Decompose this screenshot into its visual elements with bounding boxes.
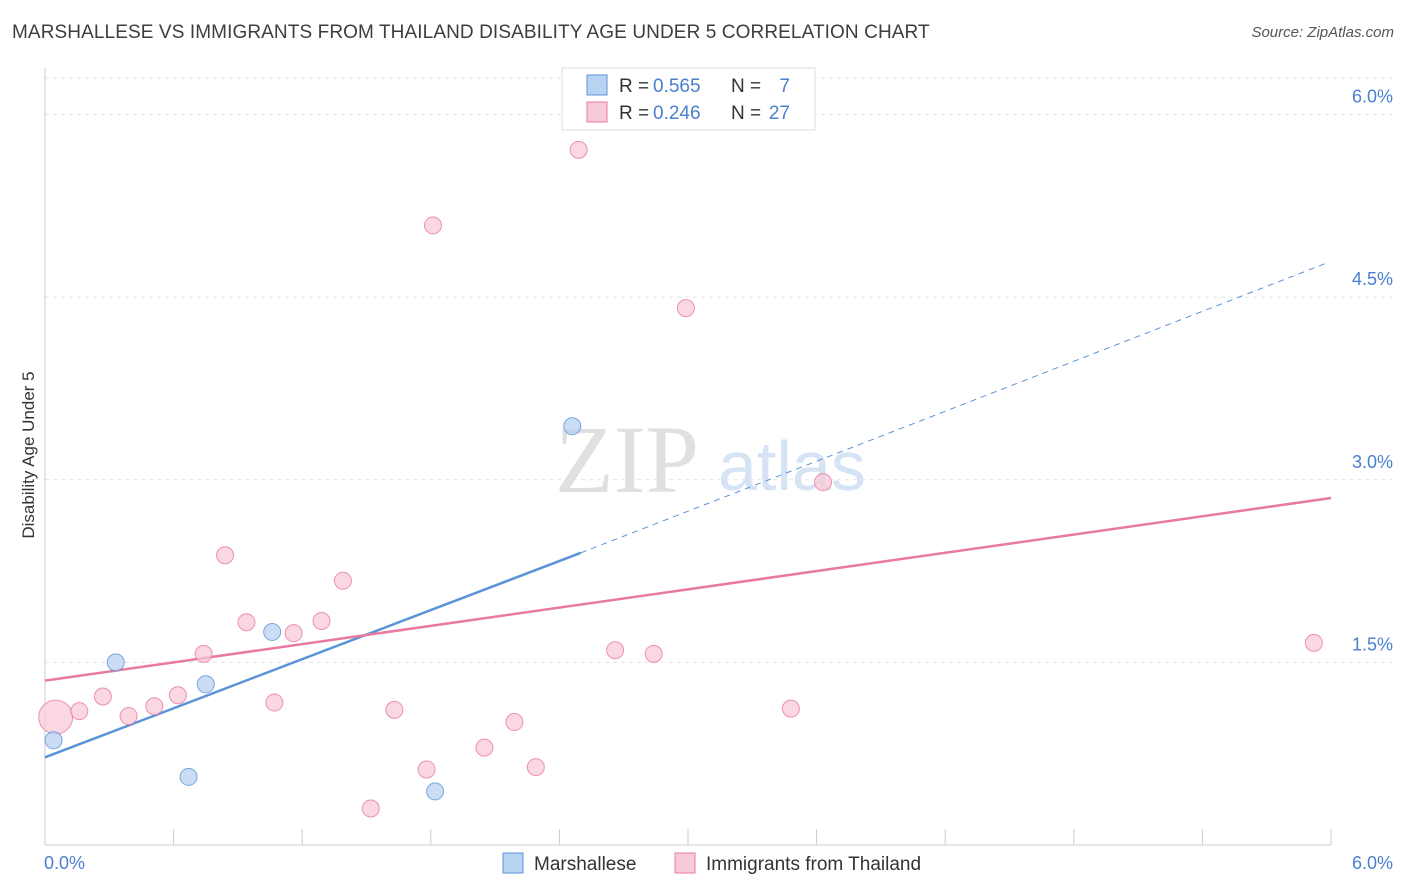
point-series-1-5	[168, 686, 187, 705]
point-series-1-6	[194, 644, 213, 663]
x-tick-label-min: 0.0%	[44, 853, 85, 873]
chart-title: MARSHALLESE VS IMMIGRANTS FROM THAILAND …	[12, 22, 930, 43]
point-series-1-25	[814, 473, 833, 492]
point-series-1-0	[38, 699, 74, 735]
watermark-atlas: atlas	[718, 427, 866, 505]
point-series-1-2	[93, 687, 112, 706]
trend-line-series-1	[44, 496, 1332, 682]
legend-swatch-marshallese	[586, 74, 608, 96]
point-series-0-3	[196, 675, 215, 694]
chart-source: Source: ZipAtlas.com	[1251, 24, 1394, 41]
point-series-1-24	[781, 699, 800, 718]
x-tick-label-max: 6.0%	[1352, 853, 1393, 873]
point-series-1-20	[569, 140, 588, 159]
point-series-1-15	[417, 760, 436, 779]
point-series-1-18	[505, 713, 524, 732]
series-legend-label-thailand: Immigrants from Thailand	[706, 854, 921, 875]
point-series-0-2	[179, 767, 198, 786]
point-series-1-22	[644, 644, 663, 663]
point-series-1-9	[265, 693, 284, 712]
data-points	[38, 140, 1323, 818]
y-tick-label-3: 6.0%	[1352, 87, 1393, 107]
legend-r-value-1: 0.565	[653, 76, 701, 97]
legend-n-value-2: 27	[769, 103, 790, 124]
point-series-1-26	[1304, 633, 1323, 652]
point-series-1-8	[237, 613, 256, 632]
series-legend-swatch-thailand	[674, 852, 696, 874]
point-series-1-12	[333, 571, 352, 590]
point-series-0-0	[44, 731, 63, 750]
point-series-1-10	[284, 624, 303, 643]
series-legend-swatch-marshallese	[502, 852, 524, 874]
point-series-1-1	[70, 702, 89, 721]
point-series-0-5	[426, 782, 445, 801]
legend-n-label-1: N =	[731, 76, 761, 97]
point-series-1-3	[119, 706, 138, 725]
trend-lines	[44, 262, 1332, 759]
y-tick-label-0: 1.5%	[1352, 634, 1393, 654]
axes: 1.5% 3.0% 4.5% 6.0%	[44, 68, 1393, 846]
point-series-0-4	[263, 622, 282, 641]
watermark: ZIP atlas	[555, 406, 866, 513]
point-series-0-6	[563, 417, 582, 436]
point-series-1-17	[475, 738, 494, 757]
gridlines	[45, 77, 1393, 663]
legend-r-value-2: 0.246	[653, 103, 701, 124]
series-legend-label-marshallese: Marshallese	[534, 854, 636, 875]
point-series-0-1	[106, 653, 125, 672]
point-series-1-7	[216, 546, 235, 565]
point-series-1-14	[385, 700, 404, 719]
point-series-1-13	[361, 799, 380, 818]
point-series-1-19	[526, 758, 545, 777]
series-legend: Marshallese Immigrants from Thailand	[502, 852, 921, 875]
legend-r-label-2: R =	[619, 103, 649, 124]
y-axis-title: Disability Age Under 5	[19, 371, 38, 538]
trend-line-extension-series-0	[580, 262, 1327, 554]
legend-n-value-1: 7	[779, 76, 790, 97]
trend-line-series-0	[44, 551, 582, 759]
point-series-1-4	[145, 697, 164, 716]
y-tick-label-1: 3.0%	[1352, 452, 1393, 472]
point-series-1-21	[606, 641, 625, 660]
point-series-1-11	[312, 611, 331, 630]
point-series-1-23	[676, 299, 695, 318]
legend-n-label-2: N =	[731, 103, 761, 124]
legend-r-label-1: R =	[619, 76, 649, 97]
point-series-1-16	[423, 216, 442, 235]
y-tick-label-2: 4.5%	[1352, 269, 1393, 289]
stats-legend: R = 0.565 N = 7 R = 0.246 N = 27	[561, 67, 816, 131]
legend-swatch-thailand	[586, 101, 608, 123]
